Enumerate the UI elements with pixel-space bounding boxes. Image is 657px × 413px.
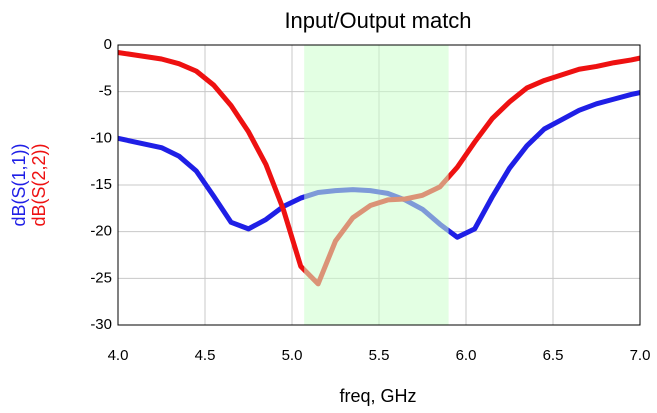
x-tick-label: 7.0: [630, 347, 651, 364]
x-tick-label: 5.5: [369, 347, 390, 364]
y-axis-label: dB(S(1,1)): [9, 143, 29, 226]
highlight-band: [304, 45, 449, 325]
y-tick-label: -20: [90, 223, 112, 240]
plot-frame: [117, 44, 641, 326]
x-tick-label: 4.0: [108, 347, 129, 364]
x-tick-label: 4.5: [195, 347, 216, 364]
y-axis-label: dB(S(2,2)): [29, 143, 49, 226]
y-tick-label: -15: [90, 176, 112, 193]
chart-title: Input/Output match: [284, 8, 471, 33]
y-tick-label: -10: [90, 129, 112, 146]
y-tick-label: -30: [90, 316, 112, 333]
y-tick-label: -25: [90, 269, 112, 286]
y-tick-label: -5: [99, 83, 112, 100]
x-tick-label: 6.5: [543, 347, 564, 364]
y-tick-label: 0: [104, 36, 112, 53]
x-tick-label: 6.0: [456, 347, 477, 364]
x-axis-label: freq, GHz: [339, 386, 416, 406]
x-tick-label: 5.0: [282, 347, 303, 364]
